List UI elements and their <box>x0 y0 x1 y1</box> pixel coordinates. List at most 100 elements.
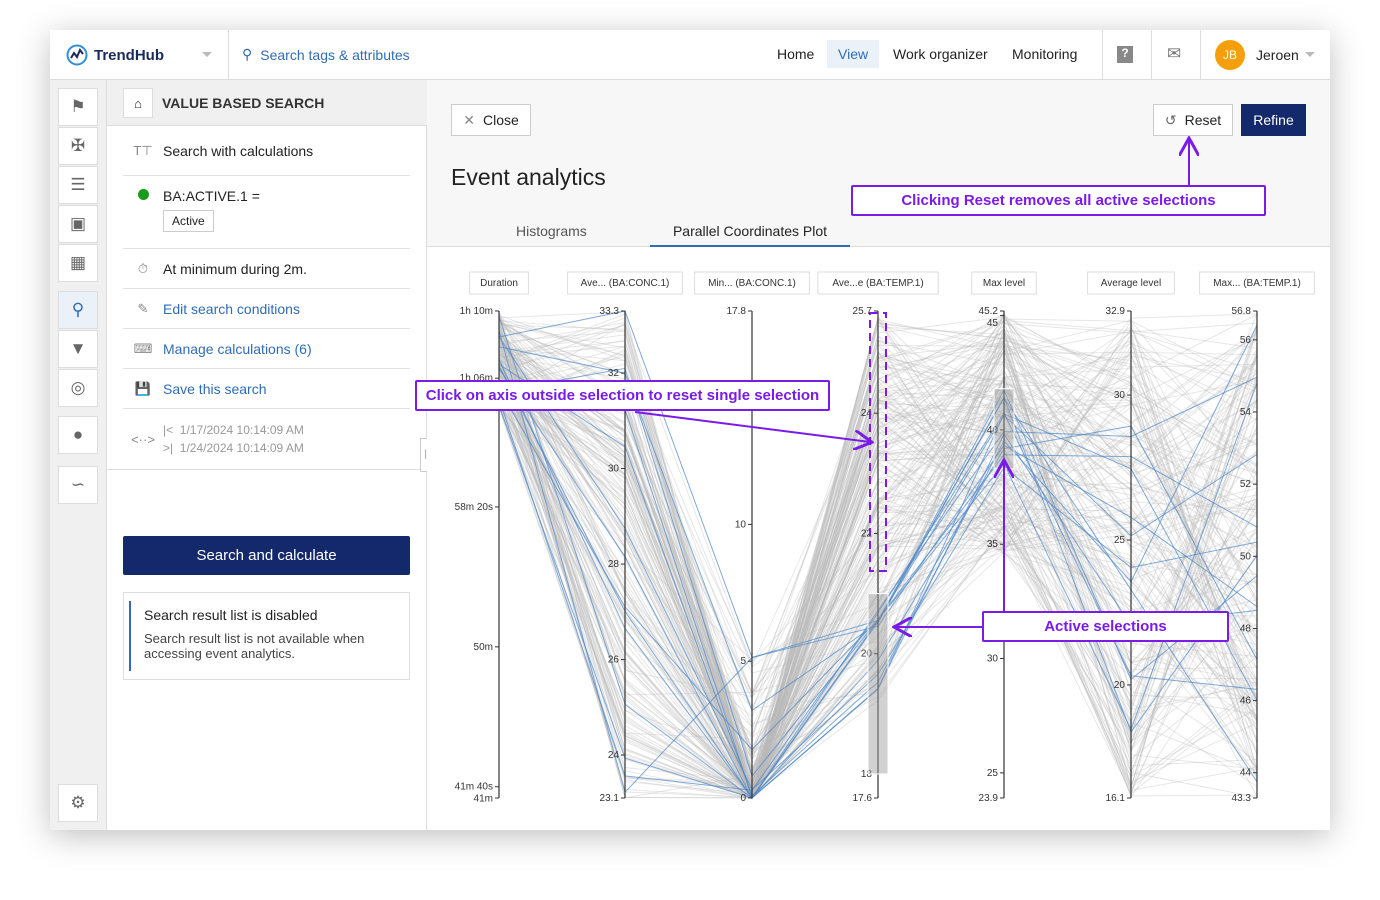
tab-histograms[interactable]: Histograms <box>516 223 587 239</box>
tick-label: 50m <box>474 642 493 653</box>
pattern-icon[interactable]: ∽ <box>58 466 98 504</box>
analytics-header: ✕ Close ↺ Reset Refine Event analytics His… <box>427 80 1330 247</box>
axis-title-box <box>1199 271 1315 295</box>
edit-conditions-link[interactable]: ✎ Edit search conditions <box>123 289 410 329</box>
panel-title: VALUE BASED SEARCH <box>162 95 325 111</box>
annotation-reset: Clicking Reset removes all active select… <box>851 185 1266 216</box>
tick-label: 30 <box>987 654 999 665</box>
app-name: TrendHub <box>94 46 164 64</box>
save-icon: 💾 <box>134 380 152 396</box>
tick-label: 17.6 <box>853 793 873 804</box>
tick-label: 32 <box>608 368 620 379</box>
search-and-calculate-button[interactable]: Search and calculate <box>123 536 410 575</box>
refine-button[interactable]: Refine <box>1241 104 1306 136</box>
tick-label: 30 <box>608 464 620 475</box>
layers-icon[interactable]: ☰ <box>58 166 98 204</box>
notice-body: Search result list is not available when… <box>144 631 365 661</box>
tick-label: 32.9 <box>1106 306 1126 317</box>
condition-value-badge: Active <box>163 210 214 232</box>
axis-title: Max... (BA:TEMP.1) <box>1213 278 1301 289</box>
duration-row: ⏱ At minimum during 2m. <box>123 249 410 289</box>
edit-label: Edit search conditions <box>163 300 300 317</box>
axis-title-box <box>971 271 1037 295</box>
axis-title: Min... (BA:CONC.1) <box>708 278 796 289</box>
gear-icon[interactable]: ⚙ <box>58 784 98 822</box>
mail-icon[interactable]: ✉ <box>1167 44 1182 63</box>
close-button[interactable]: ✕ Close <box>451 104 531 136</box>
dashboard-icon[interactable]: ▦ <box>58 244 98 282</box>
help-icon[interactable]: ? <box>1117 46 1133 63</box>
divider <box>107 469 427 470</box>
tick-label: 40 <box>987 425 999 436</box>
app-menu-caret-icon[interactable] <box>202 52 212 57</box>
end-time: 1/24/2024 10:14:09 AM <box>179 441 304 455</box>
tick-label: 25 <box>1114 535 1126 546</box>
tick-label: 33.3 <box>600 306 620 317</box>
tick-label: 46 <box>1240 696 1252 707</box>
time-range[interactable]: <··> |< 1/17/2024 10:14:09 AM >| 1/24/202… <box>123 409 410 469</box>
tick-label: 20 <box>1114 680 1126 691</box>
condition-row[interactable]: BA:ACTIVE.1 = Active <box>123 176 410 249</box>
search-icon[interactable]: ⚲ <box>58 291 98 329</box>
top-bar: TrendHub ⚲ Search tags & attributes Home … <box>50 30 1330 80</box>
calc-row: T⊤ Search with calculations <box>123 126 410 176</box>
tick-label: 23.1 <box>600 793 620 804</box>
axis-title: Average level <box>1101 278 1161 289</box>
avatar[interactable]: JB <box>1215 40 1245 70</box>
nav-view[interactable]: View <box>827 40 880 68</box>
calculation-icon[interactable]: ✠ <box>58 127 98 165</box>
close-icon: ✕ <box>463 111 475 128</box>
range-icon: <··> <box>131 431 155 447</box>
tick-label: 48 <box>1240 623 1252 634</box>
app-window: TrendHub ⚲ Search tags & attributes Home … <box>50 30 1330 830</box>
home-icon[interactable]: ⌂ <box>123 88 153 118</box>
tag-icon[interactable]: ⚑ <box>58 88 98 126</box>
axis-title-box <box>1087 271 1175 295</box>
nav-work-organizer[interactable]: Work organizer <box>893 46 988 62</box>
tick-label: 1h 06m <box>460 373 493 384</box>
save-label: Save this search <box>163 380 267 397</box>
axis-title: Ave... (BA:CONC.1) <box>581 278 670 289</box>
reset-button[interactable]: ↺ Reset <box>1153 104 1233 136</box>
tick-label: 18 <box>861 769 873 780</box>
annotation-axis: Click on axis outside selection to reset… <box>415 380 830 411</box>
lightbulb-icon[interactable]: ● <box>58 416 98 454</box>
tick-label: 25 <box>987 768 999 779</box>
parallel-coordinates-plot[interactable]: Duration 1h 10m 1h 06m 58m 20s 50m 41m 40s41m… <box>427 247 1330 830</box>
search-result-notice: Search result list is disabled Search re… <box>123 592 410 680</box>
user-menu-caret-icon[interactable] <box>1305 52 1315 57</box>
manage-calculations-link[interactable]: ⌨ Manage calculations (6) <box>123 329 410 369</box>
fingerprint-icon[interactable]: ◎ <box>58 369 98 407</box>
divider <box>228 30 229 80</box>
manage-label: Manage calculations (6) <box>163 340 312 357</box>
tick-label: 50 <box>1240 551 1252 562</box>
comment-icon[interactable]: ▣ <box>58 205 98 243</box>
save-search-link[interactable]: 💾 Save this search <box>123 369 410 409</box>
search-label: Search tags & attributes <box>260 46 410 63</box>
annotation-active: Active selections <box>982 611 1229 642</box>
filter-icon[interactable]: ▼ <box>58 330 98 368</box>
search-tags-button[interactable]: ⚲ Search tags & attributes <box>242 46 410 63</box>
nav-home[interactable]: Home <box>777 46 815 62</box>
user-name[interactable]: Jeroen <box>1256 47 1299 63</box>
tick-label: 17.8 <box>727 306 747 317</box>
tab-parallel-coordinates[interactable]: Parallel Coordinates Plot <box>650 223 850 247</box>
tick-label: 45 <box>987 318 999 329</box>
nav-monitoring[interactable]: Monitoring <box>1012 46 1078 62</box>
axis-title: Max level <box>983 278 1025 289</box>
axis-title-box <box>694 271 810 295</box>
active-selection-brush <box>867 593 889 775</box>
duration-label: At minimum during 2m. <box>163 260 307 277</box>
tick-label: 20 <box>861 649 873 660</box>
axis-title-box <box>817 271 939 295</box>
tick-label: 56.8 <box>1232 306 1252 317</box>
logo[interactable]: TrendHub <box>66 44 164 66</box>
divider <box>1102 30 1103 80</box>
axis-title: Ave...e (BA:TEMP.1) <box>832 278 923 289</box>
tick-label: 52 <box>1240 479 1252 490</box>
divider <box>1200 30 1201 80</box>
reset-label: Reset <box>1184 112 1222 128</box>
tick-label: 45.2 <box>979 306 999 317</box>
event-analytics: ✕ Close ↺ Reset Refine Event analytics His… <box>427 80 1330 830</box>
axis-title-box <box>567 271 683 295</box>
